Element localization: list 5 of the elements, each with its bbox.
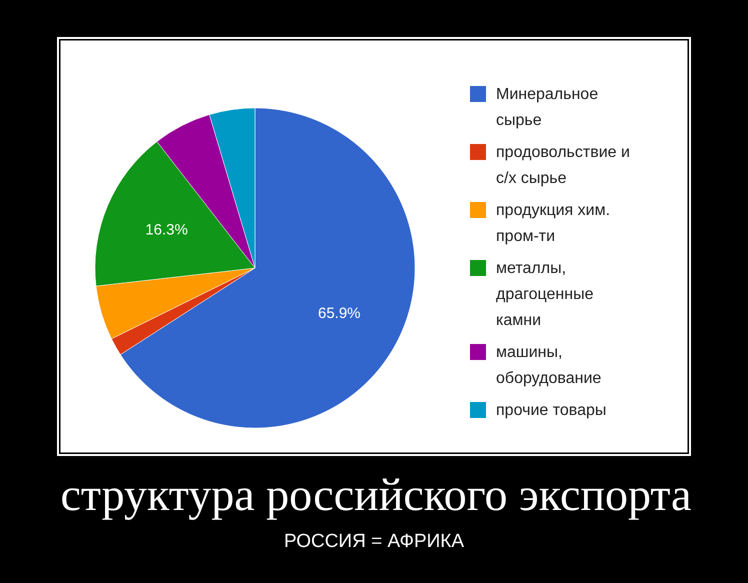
text: структура российского экспорта [60,469,692,520]
text: РОССИЯ = АФРИКА [284,531,464,552]
data-label: 65.9% [318,304,361,322]
legend-label: прочие товары [496,402,606,419]
data-label: 16.3% [145,222,188,239]
